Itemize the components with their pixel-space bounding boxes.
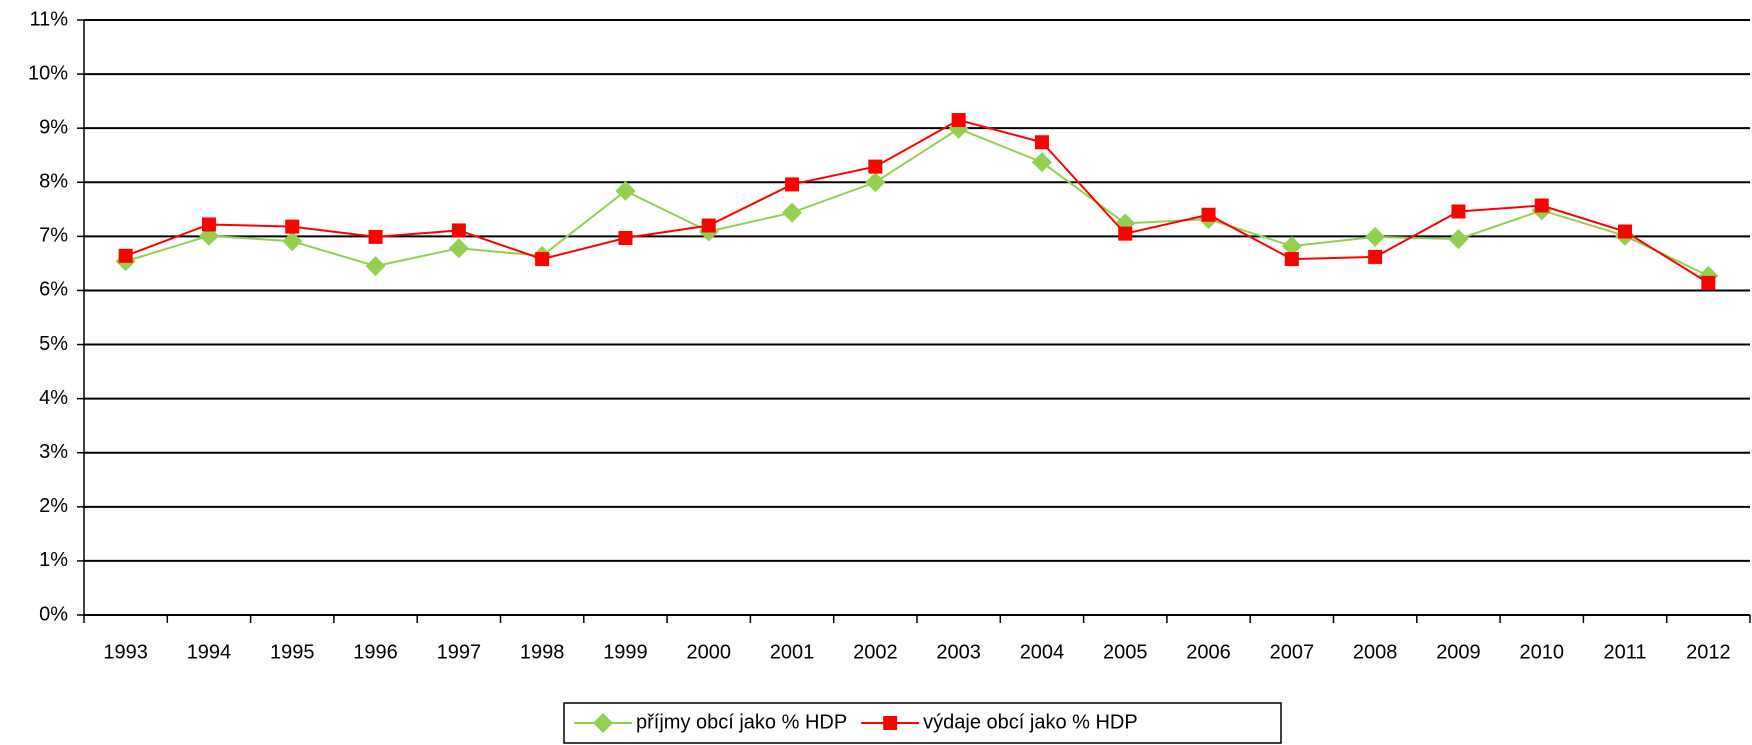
series-line — [125, 118, 1709, 284]
y-tick-label: 1% — [39, 549, 68, 571]
data-point — [451, 223, 466, 238]
legend-marker — [883, 716, 898, 730]
data-point — [1201, 207, 1216, 222]
data-point — [1534, 198, 1549, 213]
data-point — [1284, 252, 1299, 267]
y-tick-label: 3% — [39, 441, 68, 463]
data-point — [201, 217, 216, 232]
x-tick-label: 1997 — [437, 641, 482, 663]
x-tick-label: 2002 — [853, 641, 898, 663]
y-tick-label: 5% — [39, 333, 68, 355]
data-point — [782, 202, 803, 223]
data-point — [1451, 204, 1466, 219]
data-point — [282, 231, 303, 252]
data-point — [951, 113, 966, 128]
x-tick-label: 2004 — [1020, 641, 1065, 663]
data-point — [948, 118, 969, 139]
data-point — [1118, 226, 1133, 241]
x-tick-label: 1994 — [187, 641, 232, 663]
data-point — [785, 177, 800, 192]
y-tick-label: 6% — [39, 279, 68, 301]
x-tick-label: 2010 — [1520, 641, 1565, 663]
x-tick-label: 2006 — [1186, 641, 1231, 663]
x-tick-label: 2000 — [687, 641, 732, 663]
data-point — [1618, 224, 1633, 239]
y-tick-label: 9% — [39, 116, 68, 138]
data-point — [615, 180, 636, 201]
x-tick-label: 1998 — [520, 641, 565, 663]
x-tick-label: 2005 — [1103, 641, 1148, 663]
x-tick-label: 2011 — [1604, 641, 1647, 663]
y-tick-label: 4% — [39, 387, 68, 409]
y-tick-label: 8% — [39, 171, 68, 193]
y-tick-label: 10% — [28, 62, 68, 84]
data-point — [535, 252, 550, 267]
x-tick-label: 2001 — [770, 641, 815, 663]
x-tick-label: 2007 — [1270, 641, 1315, 663]
x-tick-label: 1999 — [603, 641, 648, 663]
data-point — [1448, 229, 1469, 250]
y-tick-label: 11% — [29, 8, 68, 30]
y-tick-label: 0% — [39, 603, 68, 625]
y-tick-label: 2% — [39, 495, 68, 517]
data-point — [1034, 135, 1049, 150]
legend-label: výdaje obcí jako % HDP — [923, 711, 1138, 733]
data-point — [1701, 275, 1716, 290]
data-point — [868, 159, 883, 174]
x-tick-label: 1995 — [270, 641, 315, 663]
data-point — [285, 219, 300, 234]
data-point — [1368, 249, 1383, 264]
data-point — [118, 248, 133, 263]
x-tick-label: 2009 — [1436, 641, 1481, 663]
data-point — [368, 229, 383, 244]
legend-marker — [593, 713, 613, 733]
legend-label: příjmy obcí jako % HDP — [636, 711, 847, 733]
data-point — [448, 238, 469, 259]
x-tick-label: 2008 — [1353, 641, 1398, 663]
legend-box — [563, 702, 1282, 744]
data-point — [1281, 236, 1302, 257]
x-tick-label: 1996 — [353, 641, 398, 663]
data-point — [1031, 152, 1052, 173]
data-point — [618, 230, 633, 245]
y-tick-label: 7% — [39, 225, 68, 247]
x-tick-label: 1993 — [103, 641, 148, 663]
x-tick-label: 2012 — [1686, 641, 1731, 663]
data-point — [701, 218, 716, 233]
data-point — [1365, 226, 1386, 247]
series-line — [125, 127, 1709, 277]
data-point — [365, 256, 386, 277]
x-tick-label: 2003 — [936, 641, 981, 663]
data-point — [865, 172, 886, 193]
